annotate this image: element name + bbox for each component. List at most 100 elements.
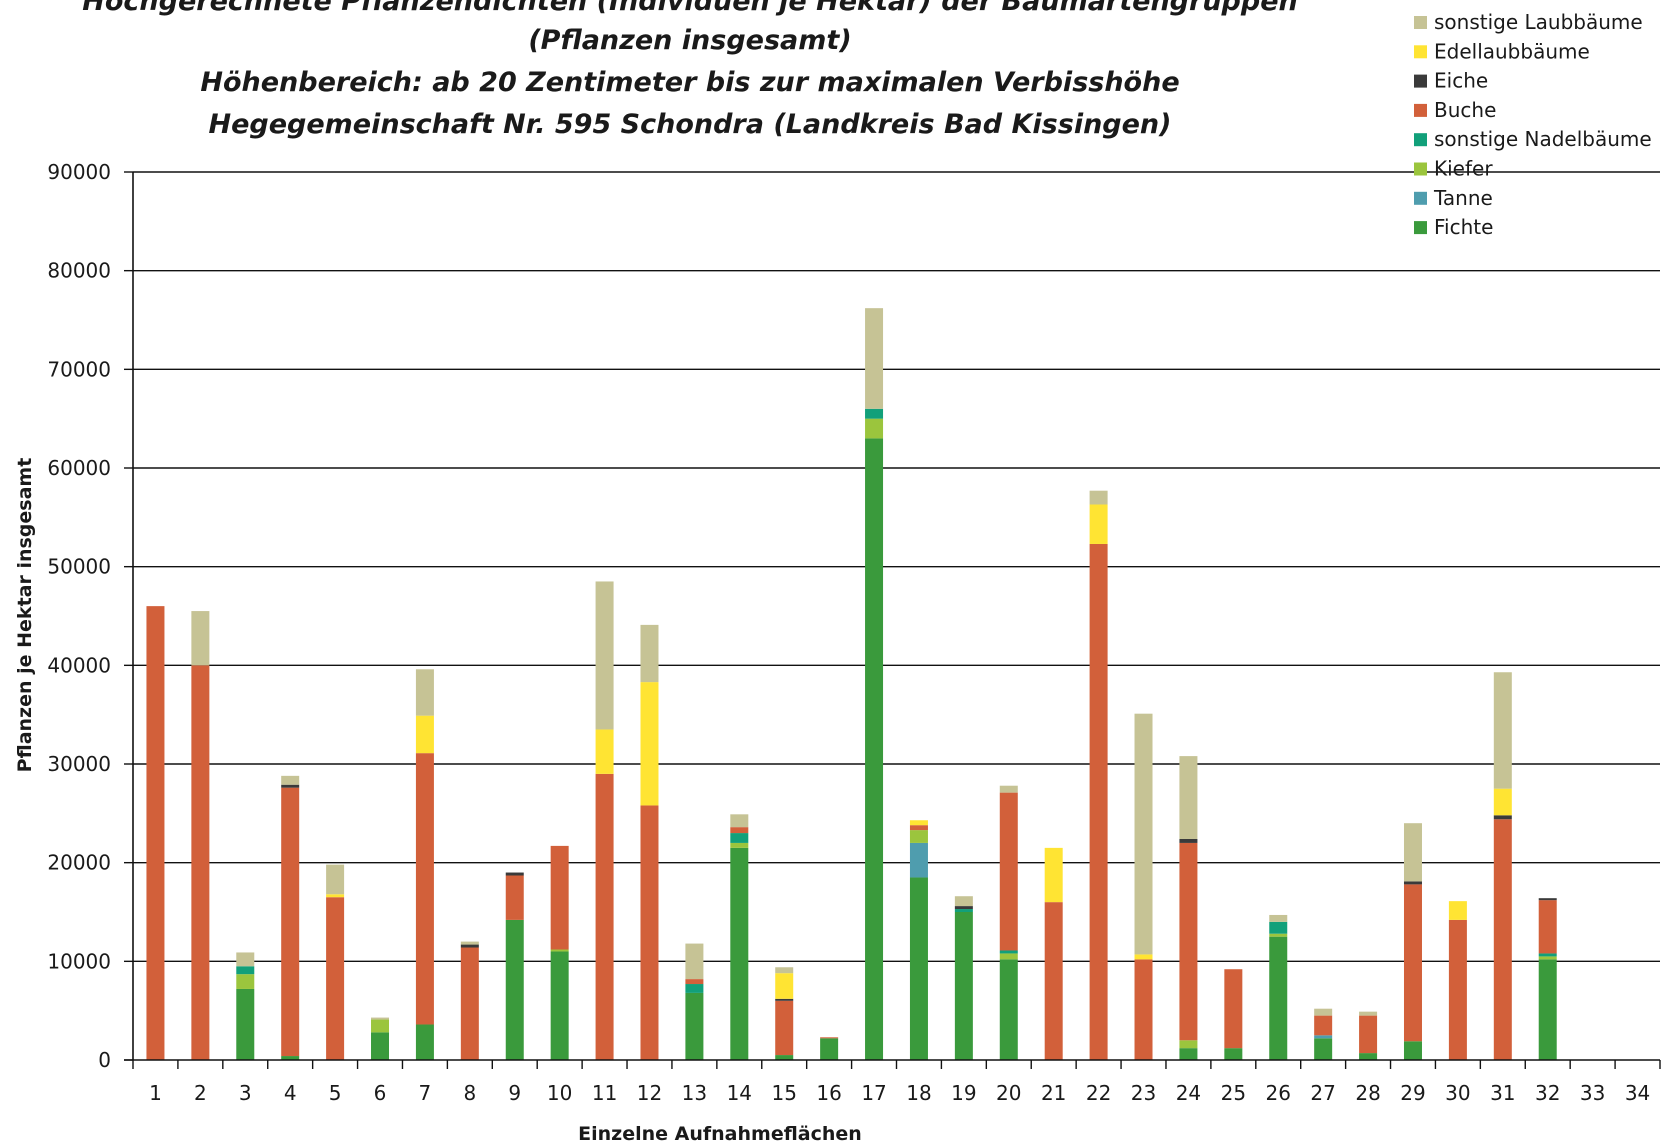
- bar-segment-sonstige-laubbäume: [865, 308, 884, 409]
- y-tick-label: 10000: [47, 949, 111, 973]
- y-tick-label: 90000: [47, 160, 111, 184]
- axes: [124, 172, 1660, 1061]
- legend-swatch: [1414, 45, 1427, 59]
- bar-segment-buche: [1538, 900, 1557, 954]
- bar-segment-edellaubbäume: [1089, 504, 1108, 544]
- bar-segment-edellaubbäume: [1493, 788, 1512, 816]
- bar-segment-fichte: [954, 912, 973, 1060]
- legend-label: Kiefer: [1434, 157, 1493, 181]
- bar-segment-sonstige-laubbäume: [236, 952, 255, 967]
- bar-segment-sonstige-laubbäume: [1314, 1008, 1333, 1016]
- bar-segment-edellaubbäume: [909, 820, 928, 826]
- bar-segment-sonstige-laubbäume: [595, 581, 614, 730]
- bar-segment-buche: [460, 947, 479, 1060]
- bar-segment-sonstige-laubbäume: [1089, 490, 1108, 505]
- bar-segment-kiefer: [1269, 933, 1288, 937]
- bar-segment-buche: [730, 827, 749, 834]
- bar-segment-fichte: [909, 877, 928, 1060]
- x-tick-label: 29: [1400, 1081, 1425, 1105]
- bar-segment-buche: [1314, 1015, 1333, 1036]
- bar-segment-fichte: [236, 988, 255, 1060]
- bar-segment-fichte: [775, 1055, 794, 1060]
- bar-segment-sonstige-laubbäume: [191, 611, 210, 666]
- bar-segment-fichte: [820, 1038, 839, 1060]
- legend-swatch: [1414, 74, 1427, 88]
- bar-segment-kiefer: [1538, 956, 1557, 960]
- bar-segment-sonstige-laubbäume: [1134, 713, 1153, 955]
- x-tick-label: 4: [284, 1081, 297, 1105]
- x-tick-label: 7: [419, 1081, 432, 1105]
- bar-segment-kiefer: [909, 830, 928, 843]
- y-tick-label: 30000: [47, 752, 111, 776]
- bar-segment-eiche: [775, 998, 794, 1001]
- bar-segment-buche: [505, 875, 524, 920]
- bar-segment-sonstige-laubbäume: [415, 669, 434, 716]
- bar-segment-kiefer: [371, 1019, 390, 1033]
- y-tick-label: 60000: [47, 456, 111, 480]
- x-tick-label: 25: [1221, 1081, 1246, 1105]
- bar-segment-buche: [1089, 543, 1108, 1060]
- x-tick-label: 6: [374, 1081, 387, 1105]
- bar-segment-sonstige-nadelbäume: [954, 909, 973, 912]
- bar-segment-sonstige-nadelbäume: [730, 833, 749, 843]
- bar-segment-fichte: [730, 847, 749, 1060]
- bar-segment-buche: [326, 897, 345, 1060]
- legend-swatch: [1414, 221, 1427, 235]
- y-axis-title: Pflanzen je Hektar insgesamt: [14, 458, 36, 773]
- bar-segment-eiche: [954, 906, 973, 910]
- y-tick-label: 80000: [47, 259, 111, 283]
- bar-segment-fichte: [371, 1032, 390, 1060]
- bar-segment-sonstige-laubbäume: [1359, 1011, 1378, 1016]
- x-tick-label: 17: [861, 1081, 886, 1105]
- x-tick-label: 22: [1086, 1081, 1111, 1105]
- bar-segment-buche: [640, 805, 659, 1060]
- x-tick-label: 16: [816, 1081, 841, 1105]
- bar-segment-fichte: [281, 1056, 300, 1060]
- x-tick-label: 5: [329, 1081, 342, 1105]
- legend-swatch: [1414, 133, 1427, 147]
- bar-segment-sonstige-nadelbäume: [865, 408, 884, 419]
- bar-segment-tanne: [909, 842, 928, 878]
- bar-segment-sonstige-laubbäume: [640, 624, 659, 683]
- y-tick-label: 70000: [47, 357, 111, 381]
- x-tick-label: 15: [771, 1081, 796, 1105]
- x-tick-label: 32: [1535, 1081, 1560, 1105]
- x-tick-label: 18: [906, 1081, 931, 1105]
- y-tick-label: 0: [98, 1048, 111, 1072]
- bar-segment-edellaubbäume: [1044, 847, 1063, 903]
- x-tick-label: 34: [1625, 1081, 1650, 1105]
- legend-label: Buche: [1434, 98, 1496, 122]
- bar-segment-fichte: [865, 438, 884, 1060]
- bar-segment-sonstige-laubbäume: [775, 967, 794, 974]
- x-tick-label: 23: [1131, 1081, 1156, 1105]
- bar-segment-kiefer: [236, 974, 255, 989]
- bar-segment-eiche: [505, 872, 524, 876]
- x-tick-label: 8: [463, 1081, 476, 1105]
- bar-segment-buche: [281, 787, 300, 1057]
- bar-segment-sonstige-laubbäume: [460, 941, 479, 945]
- bar-segment-fichte: [1224, 1048, 1243, 1060]
- bar-segment-kiefer: [999, 953, 1018, 960]
- bar-segment-buche: [685, 979, 704, 985]
- bar-segment-buche: [909, 825, 928, 831]
- x-axis-title: Einzelne Aufnahmeflächen: [578, 1123, 862, 1145]
- bar-segment-fichte: [999, 959, 1018, 1060]
- legend-label: Edellaubbäume: [1434, 39, 1590, 63]
- legend-label: Tanne: [1433, 186, 1493, 210]
- x-tick-label: 10: [547, 1081, 572, 1105]
- bar-segment-sonstige-laubbäume: [730, 814, 749, 828]
- legend-label: Fichte: [1434, 215, 1493, 239]
- bar-segment-sonstige-nadelbäume: [685, 984, 704, 993]
- x-tick-label: 2: [194, 1081, 207, 1105]
- bar-segment-eiche: [281, 784, 300, 788]
- bar-segment-eiche: [1179, 838, 1198, 843]
- x-tick-label: 28: [1355, 1081, 1380, 1105]
- title-line-1: Hochgerechnete Pflanzendichten (Individu…: [82, 0, 1297, 17]
- x-tick-label: 20: [996, 1081, 1021, 1105]
- bar-segment-eiche: [1403, 881, 1422, 885]
- bar-segment-fichte: [505, 919, 524, 1060]
- bar-segment-sonstige-nadelbäume: [999, 950, 1018, 954]
- bar-segment-buche: [1044, 902, 1063, 1060]
- legend-swatch: [1414, 191, 1427, 205]
